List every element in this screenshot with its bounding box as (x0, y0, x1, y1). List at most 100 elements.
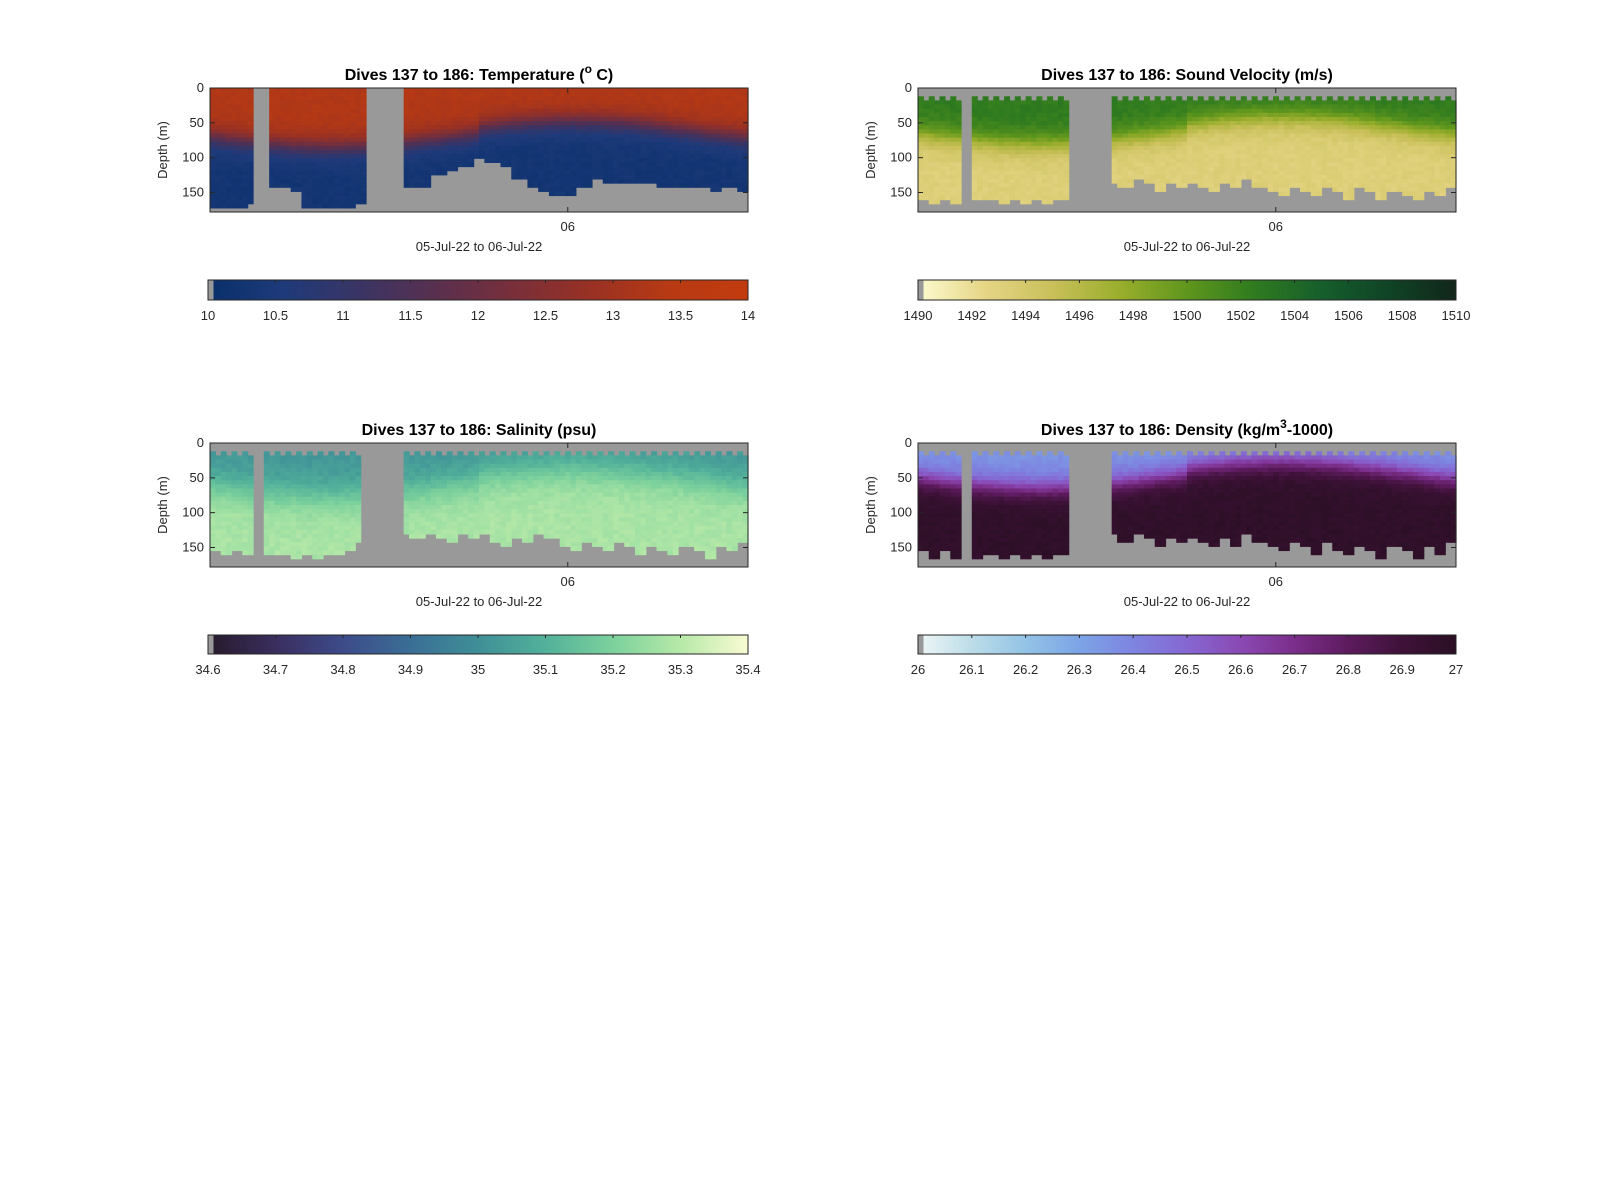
heatmap-cell (1230, 145, 1237, 151)
heatmap-cell (618, 137, 625, 143)
heatmap-cell (1251, 170, 1258, 176)
heatmap-cell (731, 174, 738, 180)
heatmap-cell (1052, 116, 1059, 122)
heatmap-cell (683, 108, 690, 114)
heatmap-cell (285, 500, 292, 506)
heatmap-cell (586, 158, 593, 163)
heatmap-cell (479, 108, 485, 114)
heatmap-cell (1332, 158, 1339, 163)
heatmap-cell (1057, 96, 1064, 101)
heatmap-cell (1047, 191, 1054, 197)
heatmap-cell (1337, 183, 1344, 188)
heatmap-cell (505, 129, 512, 135)
heatmap-cell (226, 199, 233, 205)
heatmap-cell (1407, 170, 1414, 176)
heatmap-cell (656, 145, 663, 151)
heatmap-cell (1434, 116, 1441, 122)
heatmap-cell (1359, 174, 1366, 180)
heatmap-cell (1396, 145, 1403, 151)
heatmap-cell (403, 521, 410, 527)
heatmap-cell (247, 496, 254, 502)
heatmap-cell (500, 92, 507, 97)
heatmap-cell (1143, 100, 1150, 106)
y-axis-label: Depth (m) (863, 121, 878, 179)
heatmap-cell (939, 170, 946, 176)
heatmap-cell (505, 133, 512, 139)
heatmap-cell (419, 166, 426, 172)
heatmap-cell (312, 476, 319, 481)
heatmap-cell (339, 183, 346, 188)
heatmap-cell (322, 96, 329, 101)
heatmap-cell (322, 166, 329, 172)
heatmap-cell (446, 166, 453, 172)
heatmap-cell (1434, 187, 1441, 192)
heatmap-cell (1160, 121, 1167, 126)
heatmap-cell (1170, 178, 1177, 184)
y-tick-label: 50 (190, 115, 204, 130)
heatmap-cell (210, 133, 216, 139)
heatmap-cell (333, 513, 340, 518)
heatmap-cell (731, 88, 738, 93)
heatmap-cell (328, 183, 335, 188)
heatmap-cell (1170, 158, 1177, 163)
heatmap-cell (1332, 125, 1339, 130)
heatmap-cell (1256, 125, 1263, 130)
heatmap-cell (333, 125, 340, 130)
heatmap-cell (694, 170, 701, 176)
heatmap-cell (236, 96, 243, 101)
heatmap-cell (1187, 108, 1193, 114)
heatmap-cell (1359, 141, 1366, 147)
heatmap-cell (982, 158, 989, 163)
y-tick-label: 150 (182, 184, 204, 199)
heatmap-cell (667, 125, 674, 130)
heatmap-cell (516, 154, 523, 159)
heatmap-cell (226, 121, 233, 126)
heatmap-cell (1203, 141, 1210, 147)
heatmap-cell (1386, 137, 1393, 143)
heatmap-cell (1030, 141, 1037, 147)
heatmap-cell (317, 187, 324, 192)
heatmap-cell (274, 467, 281, 473)
heatmap-cell (1251, 174, 1258, 180)
heatmap-cell (1117, 166, 1124, 172)
heatmap-cell (355, 137, 362, 143)
heatmap-cell (1213, 137, 1220, 143)
heatmap-cell (1359, 121, 1366, 126)
heatmap-cell (1133, 145, 1140, 151)
heatmap-cell (1305, 133, 1312, 139)
heatmap-cell (661, 121, 668, 126)
heatmap-cell (726, 121, 733, 126)
heatmap-cell (1127, 133, 1134, 139)
heatmap-cell (306, 166, 313, 172)
heatmap-cell (955, 154, 962, 159)
heatmap-cell (231, 100, 238, 106)
heatmap-cell (1267, 166, 1274, 172)
heatmap-cell (435, 104, 442, 110)
heatmap-cell (290, 467, 297, 473)
heatmap-cell (1283, 166, 1290, 172)
heatmap-cell (1305, 166, 1312, 172)
heatmap-cell (511, 154, 518, 159)
heatmap-cell (1380, 121, 1387, 126)
heatmap-cell (231, 517, 238, 523)
heatmap-cell (1326, 145, 1333, 151)
heatmap-cell (993, 108, 1000, 114)
heatmap-cell (328, 174, 335, 180)
heatmap-cell (484, 100, 491, 106)
heatmap-cell (1197, 133, 1204, 139)
heatmap-cell (667, 166, 674, 172)
heatmap-cell (918, 104, 924, 110)
heatmap-cell (236, 488, 243, 494)
heatmap-cell (1423, 150, 1430, 155)
heatmap-cell (489, 116, 496, 122)
heatmap-cell (333, 525, 340, 531)
heatmap-cell (554, 121, 561, 126)
heatmap-cell (1057, 141, 1064, 147)
heatmap-cell (651, 133, 658, 139)
heatmap-cell (1203, 104, 1210, 110)
heatmap-cell (220, 191, 227, 197)
heatmap-cell (1369, 112, 1376, 118)
heatmap-cell (403, 112, 410, 118)
heatmap-cell (312, 509, 319, 514)
heatmap-cell (987, 121, 994, 126)
